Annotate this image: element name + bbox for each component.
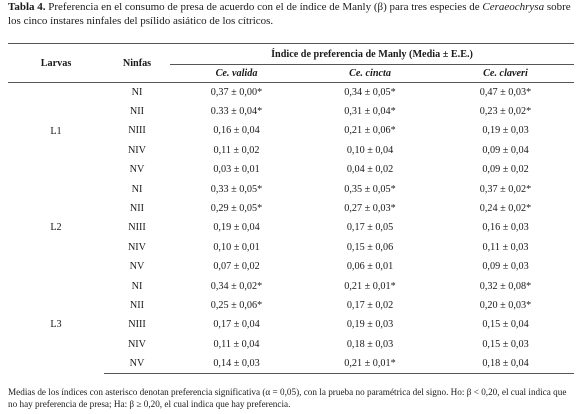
- manly-index-value: 0,34 ± 0,05*: [344, 86, 396, 98]
- nymph-instar-cell: NIII: [128, 222, 146, 234]
- nymph-instar-cell: NI: [131, 280, 143, 292]
- manly-index-value: 0,09 ± 0,04: [482, 144, 529, 156]
- manly-index-value: 0,11 ± 0,04: [213, 338, 260, 350]
- nymph-instar-cell: NIV: [127, 241, 147, 253]
- manly-index-value: 0,10 ± 0,04: [346, 144, 394, 156]
- table-row: L3 NI 0,34 ± 0,02* 0,21 ± 0,01* 0,32 ± 0,08*: [8, 276, 574, 331]
- nymph-instar-cell: NV: [129, 261, 145, 273]
- caption-text-before: Preferencia en el consumo de presa de ac…: [45, 1, 483, 13]
- larva-stage-cell: L3: [50, 319, 62, 331]
- manly-index-value: 0,16 ± 0,04: [213, 125, 260, 137]
- manly-index-value: 0,17 ± 0,04: [213, 319, 260, 331]
- manly-index-value: 0,04 ± 0,02: [346, 164, 394, 176]
- nymph-instar-cell: NII: [129, 299, 145, 311]
- manly-index-value: 0,21 ± 0,06*: [344, 125, 396, 137]
- manly-index-value: 0,34 ± 0,02*: [210, 280, 263, 292]
- manly-index-value: 0,27 ± 0,03*: [344, 203, 396, 215]
- manly-index-value: 0,18 ± 0,03: [346, 338, 394, 350]
- manly-index-value: 0,15 ± 0,03: [482, 338, 529, 350]
- table-row: NIII 0,19 ± 0,04 0,17 ± 0,05 0,16 ± 0,03: [8, 218, 574, 237]
- manly-index-value: 0,09 ± 0,02: [482, 164, 529, 176]
- header-larvas: Larvas: [8, 43, 104, 83]
- larva-stage-cell: L2: [50, 222, 62, 234]
- caption-genus: Ceraeochrysa: [482, 1, 545, 13]
- manly-index-value: 0,07 ± 0,02: [213, 261, 260, 273]
- manly-index-value: 0,18 ± 0,04: [437, 353, 574, 374]
- manly-index-value: 0,47 ± 0,03*: [479, 86, 532, 98]
- nymph-instar-cell: NV: [104, 353, 170, 374]
- nymph-instar-cell: NIII: [128, 125, 146, 137]
- header-species-claveri: Ce. claveri: [437, 64, 574, 83]
- manly-index-value: 0,19 ± 0,03: [482, 125, 529, 137]
- manly-index-value: 0,19 ± 0,04: [213, 222, 260, 234]
- manly-index-value: 0,20 ± 0,03*: [479, 299, 532, 311]
- manly-index-value: 0,06 ± 0,01: [346, 261, 394, 273]
- table-row: NIV 0,10 ± 0,01 0,15 ± 0,06 0,11 ± 0,03: [8, 238, 574, 257]
- table-row: NV 0,14 ± 0,03 0,21 ± 0,01* 0,18 ± 0,04: [8, 353, 574, 374]
- nymph-instar-cell: NI: [131, 183, 143, 195]
- table-row: L2 NI 0,33 ± 0,05* 0,35 ± 0,05* 0,37 ± 0,02*: [8, 179, 574, 234]
- manly-index-value: 0,35 ± 0,05*: [344, 183, 396, 195]
- manly-index-value: 0,32 ± 0,08*: [479, 280, 532, 292]
- manly-index-value: 0,15 ± 0,06: [346, 241, 394, 253]
- manly-index-value: 0,24 ± 0,02*: [479, 203, 532, 215]
- manly-index-value: 0,16 ± 0,03: [482, 222, 529, 234]
- table-footnote: Medias de los índices con asterisco deno…: [8, 387, 567, 409]
- nymph-instar-cell: NIV: [127, 144, 147, 156]
- caption-text-after: sobre los cinco ínstares ninfales del ps…: [8, 1, 571, 27]
- manly-index-value: 0,37 ± 0,00*: [210, 86, 263, 98]
- table-body: L1 NI 0,37 ± 0,00* 0,34 ± 0,05* 0,47 ± 0,03*…: [8, 83, 574, 374]
- table-row: NIII 0,17 ± 0,04 0,19 ± 0,03 0,15 ± 0,04: [8, 315, 574, 334]
- table-row: NII 0.33 ± 0,04* 0,31 ± 0,04* 0,23 ± 0,02*: [8, 102, 574, 121]
- caption-label: Tabla 4.: [8, 1, 46, 13]
- table-caption: Tabla 4. Preferencia en el consumo de pr…: [8, 1, 574, 28]
- manly-index-value: 0,11 ± 0,02: [213, 144, 260, 156]
- nymph-instar-cell: NIV: [127, 338, 147, 350]
- manly-index-value: 0,37 ± 0,02*: [479, 183, 532, 195]
- manly-index-value: 0,09 ± 0,03: [482, 261, 529, 273]
- table-row: L1 NI 0,37 ± 0,00* 0,34 ± 0,05* 0,47 ± 0,03*: [8, 83, 574, 137]
- table-row: NIII 0,16 ± 0,04 0,21 ± 0,06* 0,19 ± 0,03: [8, 121, 574, 140]
- table-row: NV 0,07 ± 0,02 0,06 ± 0,01 0,09 ± 0,03: [8, 257, 574, 276]
- manly-index-value: 0,17 ± 0,02: [346, 299, 394, 311]
- nymph-instar-cell: NV: [129, 164, 145, 176]
- manly-index-value: 0,31 ± 0,04*: [344, 106, 396, 118]
- header-manly-index: Índice de preferencia de Manly (Media ± …: [170, 43, 574, 65]
- manly-index-value: 0,33 ± 0,05*: [210, 183, 263, 195]
- larva-stage-cell: L1: [50, 125, 62, 137]
- manly-index-value: 0.33 ± 0,04*: [210, 106, 263, 118]
- manly-index-value: 0,10 ± 0,01: [213, 241, 260, 253]
- manly-index-value: 0,29 ± 0,05*: [210, 203, 263, 215]
- header-species-cincta: Ce. cincta: [303, 64, 437, 83]
- preference-table: Larvas Ninfas Índice de preferencia de M…: [8, 43, 574, 374]
- manly-index-value: 0,11 ± 0,03: [482, 241, 529, 253]
- manly-index-value: 0,21 ± 0,01*: [303, 353, 437, 374]
- manly-index-value: 0,03 ± 0,01: [213, 164, 260, 176]
- table-row: NII 0,25 ± 0,06* 0,17 ± 0,02 0,20 ± 0,03*: [8, 296, 574, 315]
- manly-index-value: 0,19 ± 0,03: [346, 319, 394, 331]
- manly-index-value: 0,25 ± 0,06*: [210, 299, 263, 311]
- table-row: NIV 0,11 ± 0,04 0,18 ± 0,03 0,15 ± 0,03: [8, 335, 574, 354]
- table-row: NIV 0,11 ± 0,02 0,10 ± 0,04 0,09 ± 0,04: [8, 141, 574, 160]
- manly-index-value: 0,14 ± 0,03: [170, 353, 303, 374]
- manly-index-value: 0,21 ± 0,01*: [344, 280, 396, 292]
- manly-index-value: 0,23 ± 0,02*: [479, 106, 532, 118]
- header-species-valida: Ce. valida: [170, 64, 303, 83]
- manly-index-value: 0,17 ± 0,05: [346, 222, 394, 234]
- table-row: NV 0,03 ± 0,01 0,04 ± 0,02 0,09 ± 0,02: [8, 160, 574, 179]
- nymph-instar-cell: NII: [129, 106, 145, 118]
- nymph-instar-cell: NI: [131, 86, 143, 98]
- table-row: NII 0,29 ± 0,05* 0,27 ± 0,03* 0,24 ± 0,02*: [8, 199, 574, 218]
- nymph-instar-cell: NII: [129, 203, 145, 215]
- nymph-instar-cell: NIII: [128, 319, 146, 331]
- header-ninfas: Ninfas: [104, 43, 170, 83]
- manly-index-value: 0,15 ± 0,04: [482, 319, 529, 331]
